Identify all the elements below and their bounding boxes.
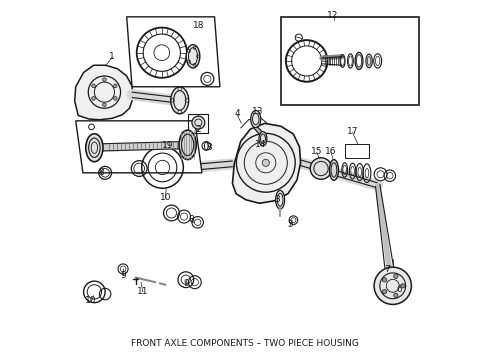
Circle shape xyxy=(92,96,96,100)
Text: 11: 11 xyxy=(137,287,148,296)
Bar xyxy=(188,114,208,134)
Circle shape xyxy=(374,267,412,305)
Text: 8: 8 xyxy=(98,168,104,177)
Text: 12: 12 xyxy=(327,10,339,19)
Text: 16: 16 xyxy=(325,147,337,156)
Text: 9: 9 xyxy=(120,270,126,279)
Text: 5: 5 xyxy=(287,220,293,229)
Text: 14: 14 xyxy=(255,140,267,149)
Ellipse shape xyxy=(276,190,285,209)
Text: 2: 2 xyxy=(196,125,201,134)
Text: 17: 17 xyxy=(347,127,358,136)
Ellipse shape xyxy=(186,45,200,68)
Circle shape xyxy=(114,96,117,100)
Circle shape xyxy=(262,159,270,166)
Text: 3: 3 xyxy=(274,195,280,204)
Text: 6: 6 xyxy=(396,285,402,294)
Circle shape xyxy=(102,78,106,81)
Text: 13: 13 xyxy=(252,107,263,116)
Circle shape xyxy=(383,289,387,294)
Text: 10: 10 xyxy=(85,296,97,305)
Ellipse shape xyxy=(171,87,189,114)
Ellipse shape xyxy=(86,134,103,162)
Circle shape xyxy=(393,293,398,297)
Text: 10: 10 xyxy=(160,193,172,202)
Ellipse shape xyxy=(251,111,261,128)
Text: 3: 3 xyxy=(206,143,212,152)
Circle shape xyxy=(393,274,398,278)
Ellipse shape xyxy=(355,52,363,69)
Text: 8: 8 xyxy=(188,215,194,224)
Circle shape xyxy=(310,158,332,179)
Circle shape xyxy=(192,116,205,129)
Text: 19: 19 xyxy=(162,141,173,150)
Polygon shape xyxy=(76,121,202,173)
Text: 7: 7 xyxy=(384,265,390,274)
Text: 15: 15 xyxy=(311,147,322,156)
Ellipse shape xyxy=(329,159,339,180)
Text: 18: 18 xyxy=(193,21,204,30)
Polygon shape xyxy=(74,65,133,120)
Text: 1: 1 xyxy=(109,52,115,61)
Polygon shape xyxy=(126,17,220,87)
Text: 9: 9 xyxy=(183,279,189,288)
Polygon shape xyxy=(232,123,300,203)
Ellipse shape xyxy=(259,132,267,146)
Circle shape xyxy=(114,84,117,87)
Ellipse shape xyxy=(356,55,362,67)
Circle shape xyxy=(92,84,96,87)
Circle shape xyxy=(102,103,106,107)
Ellipse shape xyxy=(366,54,372,68)
Ellipse shape xyxy=(179,130,196,159)
Circle shape xyxy=(401,284,405,288)
Text: 4: 4 xyxy=(234,109,240,118)
Circle shape xyxy=(383,278,387,282)
Bar xyxy=(281,17,419,105)
Text: FRONT AXLE COMPONENTS – TWO PIECE HOUSING: FRONT AXLE COMPONENTS – TWO PIECE HOUSIN… xyxy=(131,339,359,348)
Bar xyxy=(345,144,368,158)
